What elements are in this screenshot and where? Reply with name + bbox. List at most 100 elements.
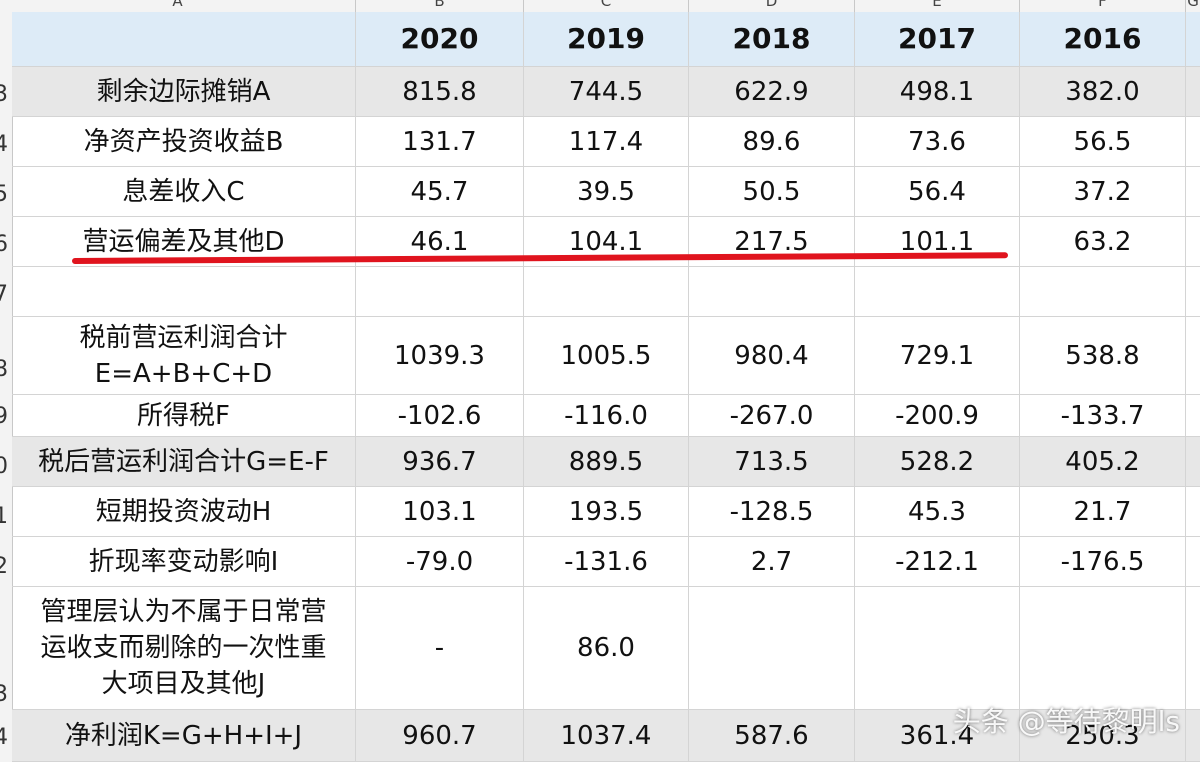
table-cell[interactable]: 117.4 xyxy=(524,117,689,166)
column-header-g[interactable]: G xyxy=(1187,0,1199,10)
header-label-cell[interactable] xyxy=(12,12,356,66)
table-cell[interactable]: 39.5 xyxy=(524,167,689,216)
table-cell[interactable] xyxy=(1186,710,1200,761)
row-number[interactable]: 6 xyxy=(0,232,10,257)
table-cell[interactable]: 86.0 xyxy=(524,587,689,709)
table-cell[interactable]: 101.1 xyxy=(855,217,1020,266)
table-cell[interactable] xyxy=(855,267,1020,316)
table-cell[interactable]: 936.7 xyxy=(356,437,524,486)
table-cell[interactable]: 21.7 xyxy=(1020,487,1186,536)
table-cell[interactable]: 815.8 xyxy=(356,67,524,116)
row-label-cell[interactable]: 营运偏差及其他D xyxy=(12,217,356,266)
row-label-cell[interactable]: 剩余边际摊销A xyxy=(12,67,356,116)
row-number[interactable]: 7 xyxy=(0,282,10,307)
column-header-e[interactable]: E xyxy=(855,0,1020,12)
row-number[interactable]: 4 xyxy=(0,132,10,157)
table-cell[interactable]: 1039.3 xyxy=(356,317,524,394)
table-cell[interactable] xyxy=(1186,267,1200,316)
row-number[interactable]: 9 xyxy=(0,404,10,429)
row-label-cell[interactable]: 税后营运利润合计G=E-F xyxy=(12,437,356,486)
table-cell[interactable]: -116.0 xyxy=(524,395,689,436)
table-cell[interactable]: 104.1 xyxy=(524,217,689,266)
table-cell[interactable] xyxy=(1186,67,1200,116)
table-cell[interactable]: 45.7 xyxy=(356,167,524,216)
table-cell[interactable]: 713.5 xyxy=(689,437,855,486)
table-cell[interactable]: 193.5 xyxy=(524,487,689,536)
table-cell[interactable] xyxy=(689,267,855,316)
table-cell[interactable] xyxy=(1186,217,1200,266)
table-cell[interactable]: -200.9 xyxy=(855,395,1020,436)
table-cell[interactable]: 50.5 xyxy=(689,167,855,216)
table-cell[interactable]: -128.5 xyxy=(689,487,855,536)
table-cell[interactable]: - xyxy=(356,587,524,709)
row-number[interactable]: 5 xyxy=(0,182,10,207)
table-cell[interactable]: 405.2 xyxy=(1020,437,1186,486)
table-cell[interactable]: 63.2 xyxy=(1020,217,1186,266)
table-cell[interactable] xyxy=(1186,437,1200,486)
table-cell[interactable]: 103.1 xyxy=(356,487,524,536)
table-cell[interactable]: 45.3 xyxy=(855,487,1020,536)
table-cell[interactable] xyxy=(1186,317,1200,394)
column-header-d[interactable]: D xyxy=(689,0,855,12)
table-cell[interactable]: 73.6 xyxy=(855,117,1020,166)
table-cell[interactable]: 46.1 xyxy=(356,217,524,266)
table-cell[interactable]: 131.7 xyxy=(356,117,524,166)
table-cell[interactable]: 89.6 xyxy=(689,117,855,166)
row-number[interactable]: 4 xyxy=(0,725,10,750)
table-cell[interactable]: 729.1 xyxy=(855,317,1020,394)
table-cell[interactable] xyxy=(1186,587,1200,709)
row-label-cell[interactable]: 短期投资波动H xyxy=(12,487,356,536)
table-cell[interactable]: 217.5 xyxy=(689,217,855,266)
table-cell[interactable]: 56.5 xyxy=(1020,117,1186,166)
table-cell[interactable]: 2.7 xyxy=(689,537,855,586)
table-cell[interactable] xyxy=(1186,12,1200,66)
table-cell[interactable]: -267.0 xyxy=(689,395,855,436)
column-header-c[interactable]: C xyxy=(524,0,689,12)
table-cell[interactable]: 361.4 xyxy=(855,710,1020,761)
table-cell[interactable]: 889.5 xyxy=(524,437,689,486)
table-cell[interactable]: 622.9 xyxy=(689,67,855,116)
table-cell[interactable] xyxy=(1020,587,1186,709)
table-cell[interactable] xyxy=(1186,487,1200,536)
row-label-cell[interactable]: 管理层认为不属于日常营 运收支而剔除的一次性重 大项目及其他J xyxy=(12,587,356,709)
table-cell[interactable]: 538.8 xyxy=(1020,317,1186,394)
row-number[interactable]: 1 xyxy=(0,504,10,529)
row-label-cell[interactable]: 所得税F xyxy=(12,395,356,436)
row-label-cell[interactable]: 息差收入C xyxy=(12,167,356,216)
table-cell[interactable]: 250.3 xyxy=(1020,710,1186,761)
table-cell[interactable]: 56.4 xyxy=(855,167,1020,216)
table-cell[interactable]: -133.7 xyxy=(1020,395,1186,436)
table-cell[interactable] xyxy=(689,587,855,709)
table-cell[interactable] xyxy=(1186,117,1200,166)
table-cell[interactable] xyxy=(524,267,689,316)
row-label-cell[interactable]: 税前营运利润合计 E=A+B+C+D xyxy=(12,317,356,394)
row-number[interactable]: 3 xyxy=(0,682,10,707)
table-cell[interactable]: -176.5 xyxy=(1020,537,1186,586)
table-cell[interactable]: 1037.4 xyxy=(524,710,689,761)
table-cell[interactable] xyxy=(356,267,524,316)
table-cell[interactable]: -131.6 xyxy=(524,537,689,586)
table-cell[interactable]: 1005.5 xyxy=(524,317,689,394)
column-header-b[interactable]: B xyxy=(356,0,524,12)
table-cell[interactable] xyxy=(855,587,1020,709)
row-number[interactable]: 3 xyxy=(0,82,10,107)
header-year-cell[interactable]: 2017 xyxy=(855,12,1020,66)
table-cell[interactable] xyxy=(1186,395,1200,436)
table-cell[interactable]: -102.6 xyxy=(356,395,524,436)
table-cell[interactable] xyxy=(1020,267,1186,316)
header-year-cell[interactable]: 2020 xyxy=(356,12,524,66)
table-cell[interactable]: 744.5 xyxy=(524,67,689,116)
column-header-a[interactable]: A xyxy=(0,0,356,12)
row-number[interactable]: 0 xyxy=(0,454,10,479)
table-cell[interactable] xyxy=(1186,167,1200,216)
table-cell[interactable]: 980.4 xyxy=(689,317,855,394)
table-cell[interactable]: 382.0 xyxy=(1020,67,1186,116)
table-cell[interactable]: 37.2 xyxy=(1020,167,1186,216)
table-cell[interactable]: -212.1 xyxy=(855,537,1020,586)
table-cell[interactable]: 498.1 xyxy=(855,67,1020,116)
row-label-cell[interactable]: 净资产投资收益B xyxy=(12,117,356,166)
row-label-cell[interactable]: 净利润K=G+H+I+J xyxy=(12,710,356,761)
row-number[interactable]: 2 xyxy=(0,554,10,579)
table-cell[interactable]: -79.0 xyxy=(356,537,524,586)
table-cell[interactable]: 528.2 xyxy=(855,437,1020,486)
